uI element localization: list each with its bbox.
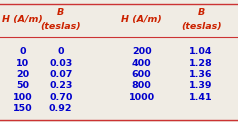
Text: 0: 0	[19, 47, 26, 56]
Text: 1.04: 1.04	[189, 47, 213, 56]
Text: 50: 50	[16, 81, 29, 90]
Text: 400: 400	[132, 59, 151, 68]
Text: 200: 200	[132, 47, 151, 56]
Text: 150: 150	[13, 104, 32, 113]
Text: 10: 10	[16, 59, 29, 68]
Text: 800: 800	[132, 81, 151, 90]
Text: 20: 20	[16, 70, 29, 79]
Text: 1.28: 1.28	[189, 59, 213, 68]
Text: B: B	[57, 8, 64, 17]
Text: B: B	[198, 8, 205, 17]
Text: H (A/m): H (A/m)	[2, 15, 43, 24]
Text: 0.23: 0.23	[49, 81, 72, 90]
Text: 1.41: 1.41	[189, 93, 213, 102]
Text: 0: 0	[57, 47, 64, 56]
Text: (teslas): (teslas)	[181, 22, 221, 31]
Text: 0.70: 0.70	[49, 93, 72, 102]
Text: 0.03: 0.03	[49, 59, 72, 68]
Text: 1.39: 1.39	[189, 81, 213, 90]
Text: 1.36: 1.36	[189, 70, 213, 79]
Text: 600: 600	[132, 70, 151, 79]
Text: (teslas): (teslas)	[40, 22, 81, 31]
Text: 100: 100	[13, 93, 32, 102]
Text: 0.92: 0.92	[49, 104, 72, 113]
Text: 1000: 1000	[129, 93, 155, 102]
Text: H (A/m): H (A/m)	[121, 15, 162, 24]
Text: 0.07: 0.07	[49, 70, 72, 79]
